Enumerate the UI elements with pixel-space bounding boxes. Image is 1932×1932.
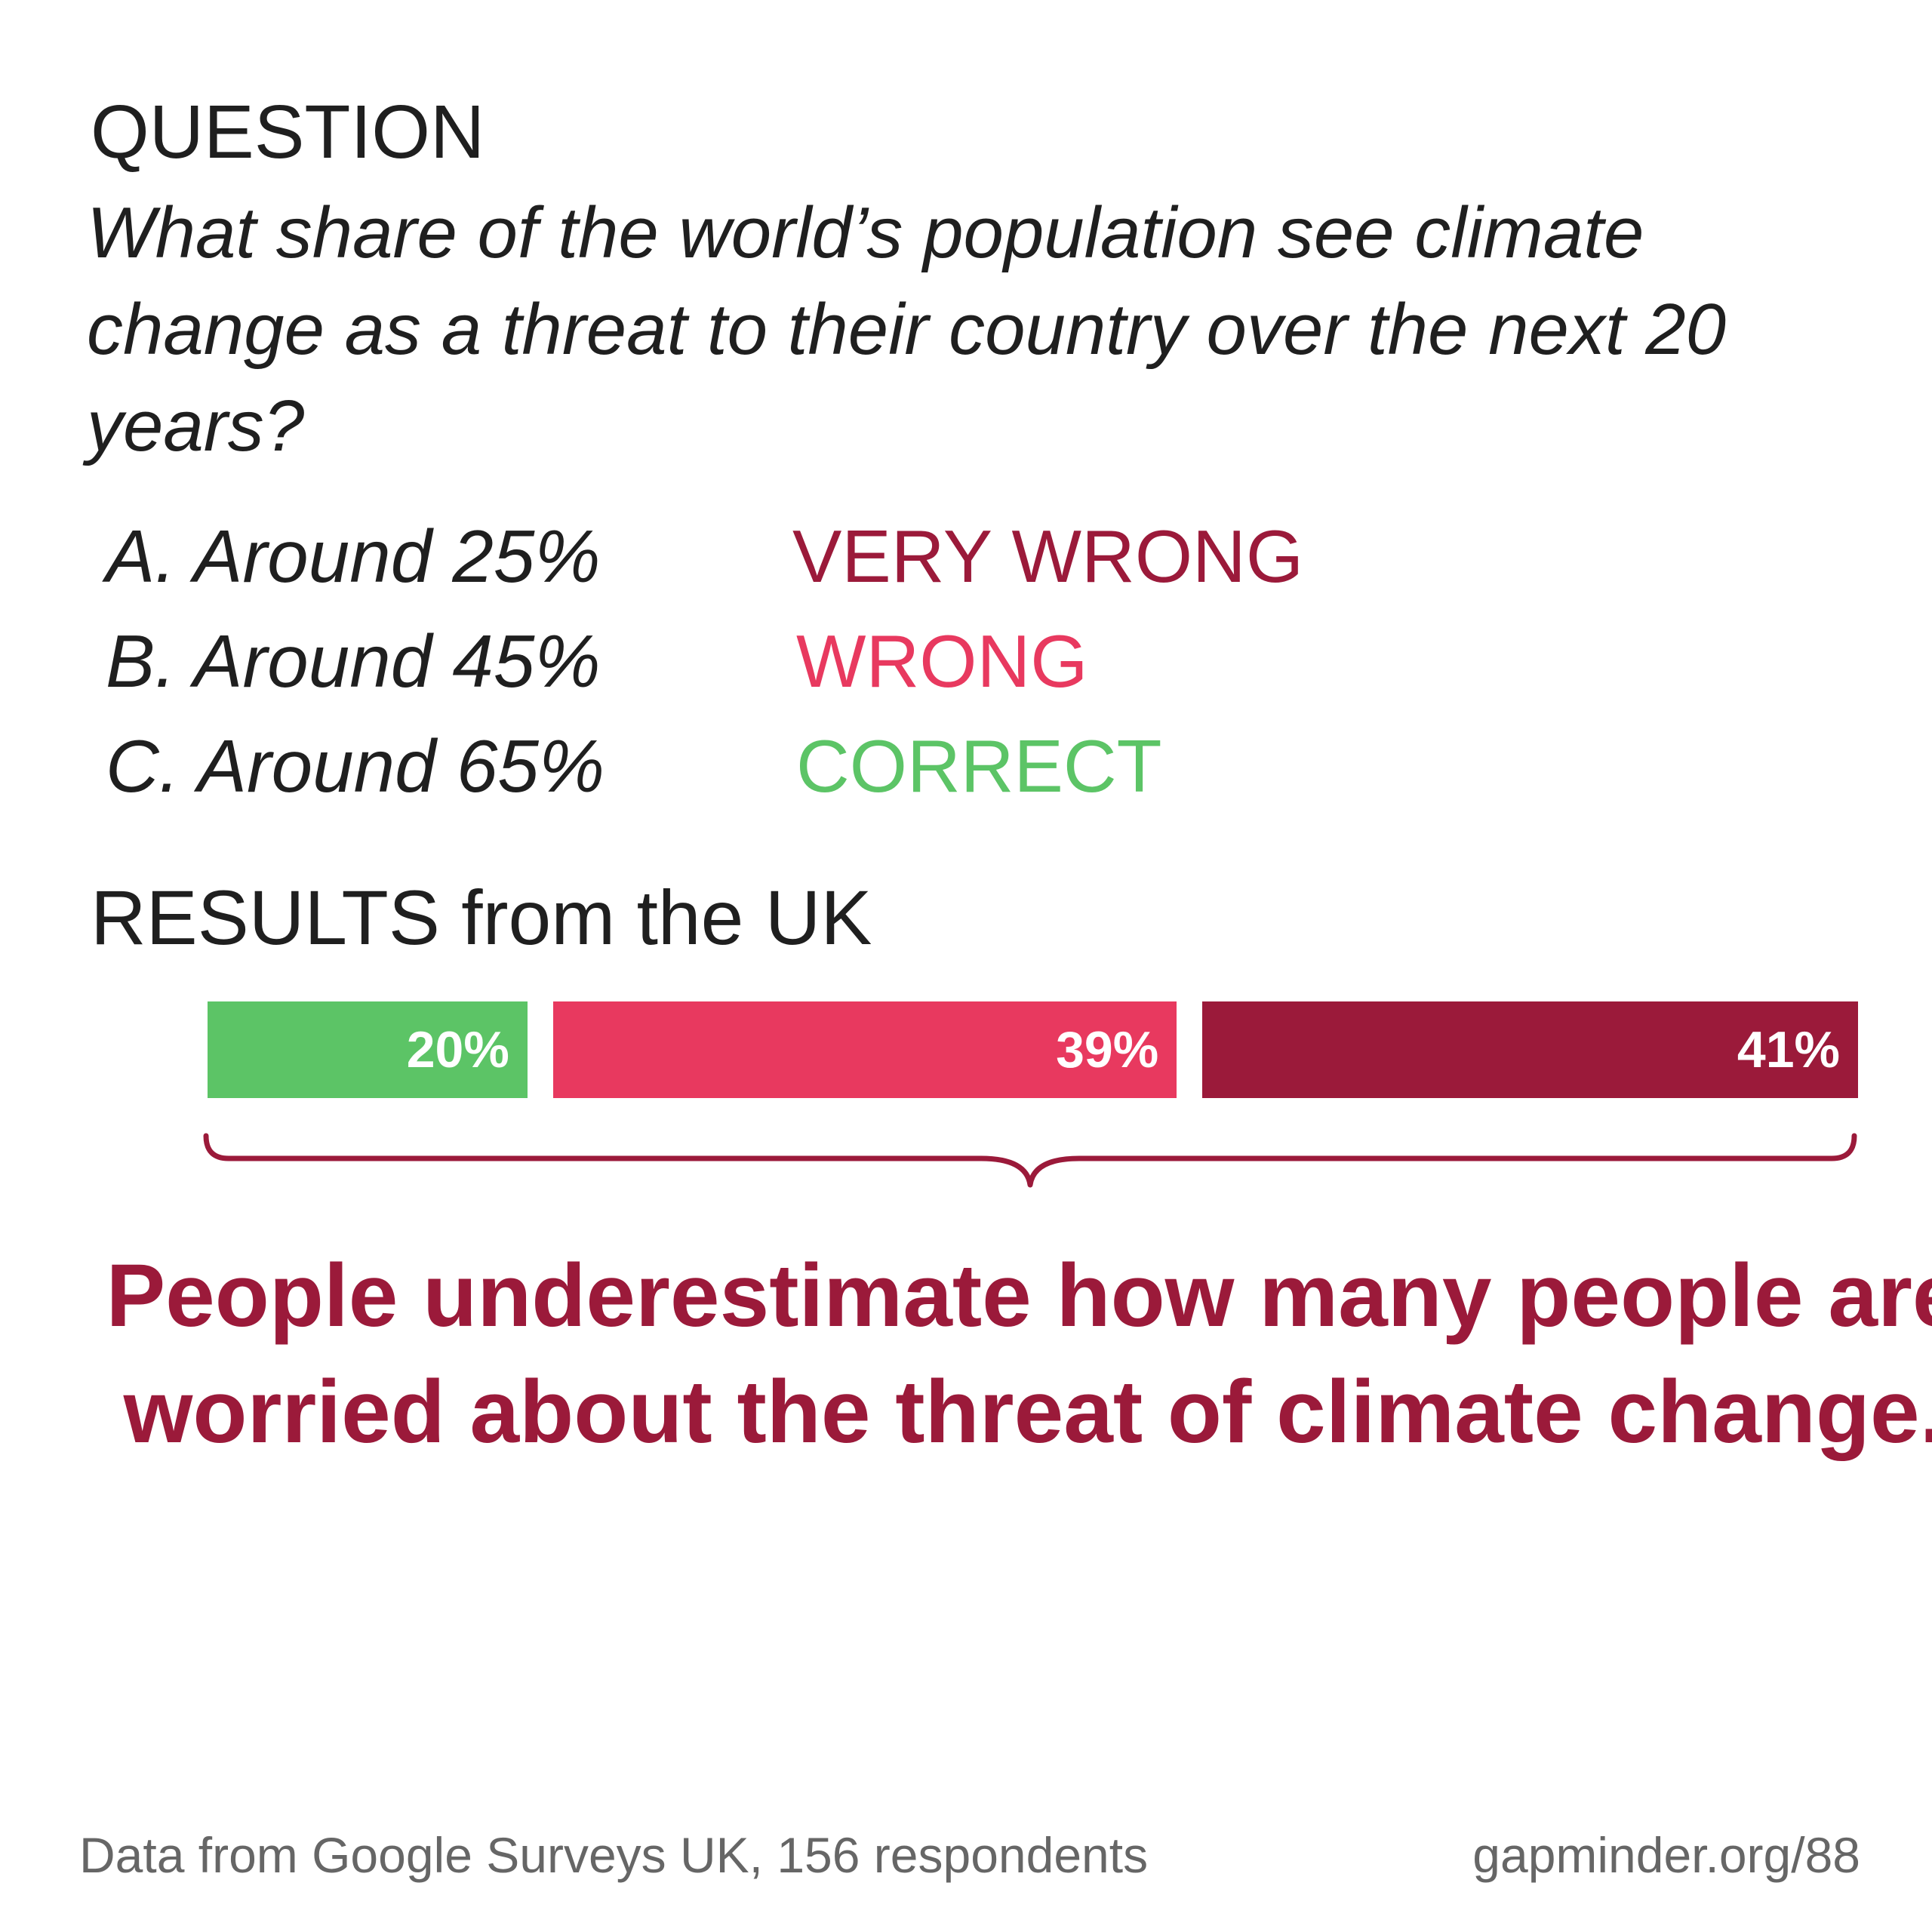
option-a-label: A. Around 25% [106, 515, 601, 598]
option-b-label: B. Around 45% [106, 620, 601, 703]
question-heading: QUESTION [91, 90, 485, 174]
results-heading: RESULTS from the UK [91, 875, 872, 961]
option-a-verdict: VERY WRONG [792, 515, 1304, 598]
option-b-verdict: WRONG [796, 620, 1088, 703]
option-c-verdict: CORRECT [796, 724, 1162, 808]
bar-segment-wrong: 39% [552, 1001, 1177, 1098]
bar-segment-correct: 20% [208, 1001, 528, 1098]
footer-source: Data from Google Surveys UK, 156 respond… [79, 1827, 1149, 1883]
option-c-label: C. Around 65% [106, 724, 605, 808]
bar-value-label: 20% [406, 1021, 509, 1078]
bar-segment-very-wrong: 41% [1202, 1001, 1858, 1098]
bar-value-label: 41% [1737, 1021, 1840, 1078]
takeaway-text: People underestimate how many people are… [106, 1246, 1932, 1462]
brace-bracket [203, 1133, 1857, 1188]
question-text: What share of the world’s population see… [87, 192, 1726, 466]
footer-url[interactable]: gapminder.org/88 [1472, 1827, 1860, 1883]
bar-value-label: 39% [1056, 1021, 1159, 1078]
